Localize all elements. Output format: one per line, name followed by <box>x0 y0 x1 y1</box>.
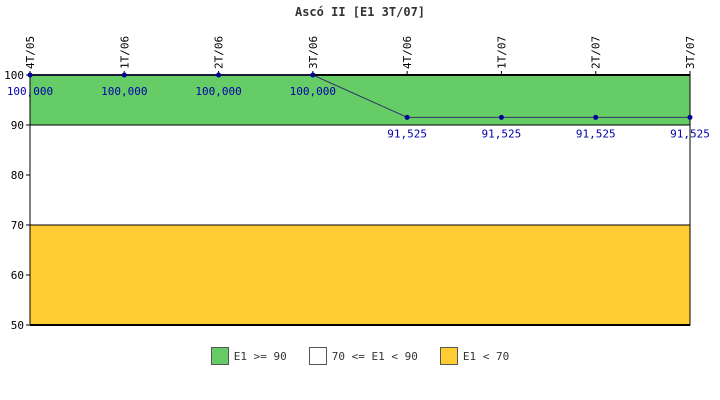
series-line <box>30 74 690 118</box>
x-tick-label-4: 4T/06 <box>401 36 414 69</box>
x-tick-label-2: 2T/06 <box>213 36 226 69</box>
x-tick-label-3: 3T/06 <box>307 36 320 69</box>
series-e1 <box>27 72 693 120</box>
y-tick-label-50: 50 <box>11 319 24 332</box>
legend: E1 >= 90 70 <= E1 < 90 E1 < 70 <box>0 345 720 367</box>
data-label-1: 100,000 <box>101 85 147 98</box>
legend-swatch-low <box>439 347 458 365</box>
x-tick-label-5: 1T/07 <box>495 36 508 69</box>
x-tick-label-1: 1T/06 <box>118 36 131 69</box>
x-tick-label-0: 4T/05 <box>24 36 37 69</box>
legend-swatch-high <box>210 347 229 365</box>
data-label-3: 100,000 <box>290 85 336 98</box>
data-label-7: 91,525 <box>670 127 710 140</box>
data-point-2 <box>216 72 222 78</box>
legend-label-high: E1 >= 90 <box>233 349 287 363</box>
data-point-6 <box>593 114 599 120</box>
data-point-0 <box>27 72 33 78</box>
y-tick-label-60: 60 <box>11 269 24 282</box>
legend-item-mid: 70 <= E1 < 90 <box>308 347 418 365</box>
data-point-5 <box>498 114 504 120</box>
data-point-3 <box>310 72 316 78</box>
data-point-1 <box>121 72 127 78</box>
legend-label-mid: 70 <= E1 < 90 <box>331 349 418 363</box>
data-label-2: 100,000 <box>195 85 241 98</box>
legend-item-high: E1 >= 90 <box>210 347 287 365</box>
y-tick-label-80: 80 <box>11 169 24 182</box>
chart-title: Ascó II [E1 3T/07] <box>295 5 425 19</box>
y-tick-label-90: 90 <box>11 119 24 132</box>
band-0 <box>29 74 691 126</box>
data-point-7 <box>687 114 693 120</box>
data-label-6: 91,525 <box>576 127 616 140</box>
x-axis: 4T/05 1T/06 2T/06 3T/06 4T/06 1T/07 2T/07 3T/07 <box>24 36 697 75</box>
y-axis: 50 60 70 80 90 100 <box>4 69 30 332</box>
data-label-5: 91,525 <box>482 127 522 140</box>
legend-item-low: E1 < 70 <box>439 347 510 365</box>
band-2 <box>29 224 691 326</box>
band-1 <box>29 124 691 226</box>
data-point-4 <box>404 114 410 120</box>
data-labels: 100,000 100,000 100,000 100,000 91,525 91,525… <box>7 85 710 140</box>
data-label-0: 100,000 <box>7 85 53 98</box>
legend-swatch-mid <box>308 347 327 365</box>
threshold-bands <box>29 74 691 326</box>
x-tick-label-7: 3T/07 <box>684 36 697 69</box>
y-tick-label-100: 100 <box>4 69 24 82</box>
y-tick-label-70: 70 <box>11 219 24 232</box>
data-label-4: 91,525 <box>387 127 427 140</box>
x-tick-label-6: 2T/07 <box>590 36 603 69</box>
legend-label-low: E1 < 70 <box>462 349 510 363</box>
